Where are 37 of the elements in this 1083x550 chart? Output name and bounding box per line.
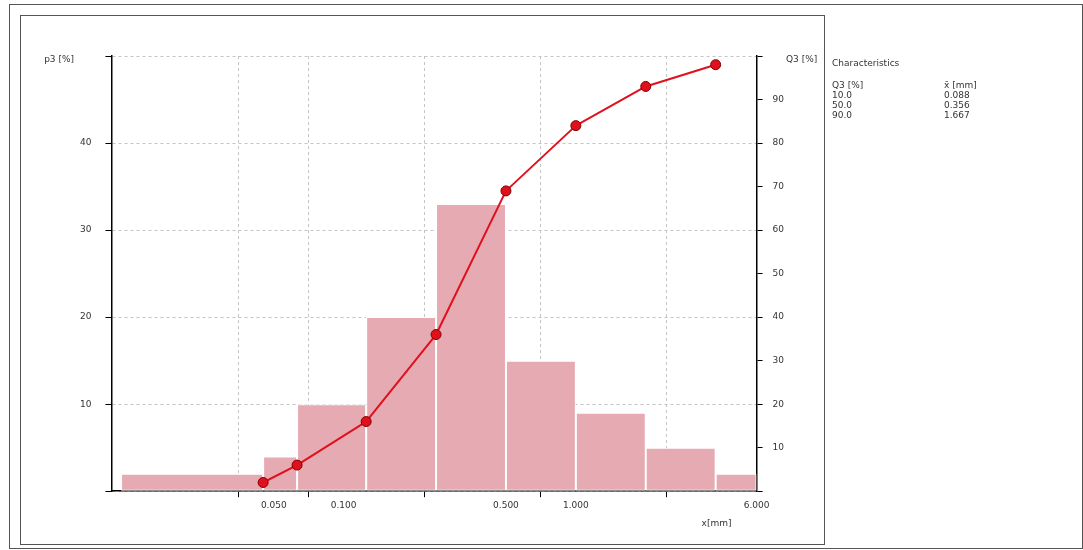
y2-tick-label: 10 xyxy=(772,442,785,453)
point xyxy=(360,416,372,428)
text: 0.088 xyxy=(944,90,971,100)
y-tick-label: 40 xyxy=(80,137,92,148)
text: Characteristics xyxy=(832,58,901,68)
point xyxy=(291,459,303,471)
text: Q3 [%] xyxy=(832,80,865,90)
y2-tick-label: 30 xyxy=(772,354,785,365)
y-tick-label: 20 xyxy=(80,311,92,322)
y2-axis-title: Q3 [%] xyxy=(786,54,818,65)
text: 50.0 xyxy=(832,100,854,110)
x-tick-label: 1.000 xyxy=(562,499,590,510)
text: 1.667 xyxy=(944,110,971,120)
x-tick-label: 0.500 xyxy=(493,499,520,510)
y2-tick-label: 50 xyxy=(772,267,785,278)
point xyxy=(640,80,652,92)
text: 0.356 xyxy=(944,100,971,110)
y2-tick-label: 70 xyxy=(772,180,785,191)
y2-tick-label: 80 xyxy=(772,137,785,148)
y2-tick-label: 40 xyxy=(772,311,785,322)
y-axis-title: p3 [%] xyxy=(44,54,74,65)
x-axis-title: x[mm] xyxy=(701,517,732,528)
point xyxy=(500,185,512,197)
y2-tick-label: 90 xyxy=(772,93,785,104)
y-tick-label: 30 xyxy=(80,224,92,235)
x-tick-label: 0.100 xyxy=(330,499,357,510)
y2-tick-label: 20 xyxy=(772,398,785,409)
point xyxy=(430,329,442,341)
point xyxy=(570,120,582,132)
y-tick-label: 10 xyxy=(80,398,92,409)
text: 10.0 xyxy=(832,90,854,100)
x-tick-label: 6.000 xyxy=(743,499,770,510)
x-tick-label: 0.050 xyxy=(260,499,287,510)
text: x̄ [mm] xyxy=(944,80,978,90)
point xyxy=(710,59,722,71)
text: 90.0 xyxy=(832,110,854,120)
y2-tick-label: 60 xyxy=(772,224,785,235)
